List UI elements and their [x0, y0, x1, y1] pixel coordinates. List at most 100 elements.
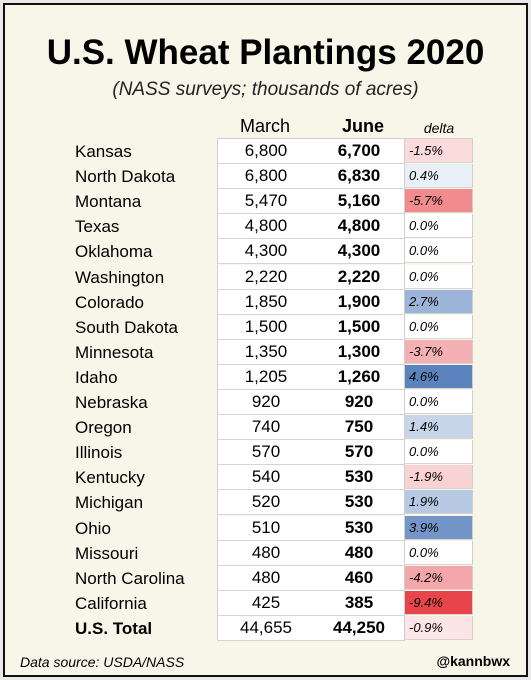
- june-value: 5,160: [314, 189, 405, 215]
- march-value: 920: [217, 390, 315, 415]
- delta-value: -4.2%: [405, 565, 473, 590]
- state-name: Michigan: [75, 493, 144, 513]
- june-value: 1,300: [314, 339, 405, 365]
- march-value: 1,850: [217, 289, 315, 315]
- author-handle: @kannbwx: [436, 653, 510, 669]
- march-value: 4,800: [217, 214, 315, 240]
- march-value: 510: [217, 515, 315, 541]
- june-value: 460: [314, 565, 405, 591]
- june-value: 4,300: [314, 239, 405, 265]
- chart-title: U.S. Wheat Plantings 2020: [46, 33, 485, 72]
- delta-value: 0.0%: [405, 540, 473, 565]
- june-value: 6,700: [314, 139, 405, 164]
- table-top-border: [217, 138, 473, 139]
- june-value: 1,260: [314, 364, 405, 390]
- data-source: Data source: USDA/NASS: [20, 654, 185, 670]
- march-value: 6,800: [217, 164, 315, 190]
- table-row: Texas 4,800 4,800 0.0%: [5, 214, 526, 240]
- delta-value: 2.7%: [405, 289, 473, 314]
- march-value: 520: [217, 490, 315, 516]
- state-name: Kansas: [75, 142, 132, 161]
- march-value: 6,800: [217, 139, 315, 164]
- june-value: 750: [314, 415, 405, 441]
- june-value: 6,830: [314, 164, 405, 190]
- state-name: Idaho: [75, 367, 118, 387]
- delta-value: -3.7%: [405, 339, 473, 364]
- delta-value: 3.9%: [405, 515, 473, 540]
- march-value: 570: [217, 440, 315, 466]
- march-value: 425: [217, 590, 315, 616]
- delta-value: -5.7%: [405, 189, 473, 214]
- june-value: 570: [314, 440, 405, 466]
- state-name: Washington: [75, 267, 165, 287]
- table-row: Ohio 510 530 3.9%: [5, 515, 526, 541]
- delta-value: -0.9%: [405, 615, 473, 640]
- table-row: North Dakota 6,800 6,830 0.4%: [5, 164, 526, 190]
- total-row: U.S. Total 44,655 44,250 -0.9%: [5, 615, 526, 641]
- delta-value: 0.0%: [405, 390, 473, 414]
- column-header-june: June: [341, 116, 384, 136]
- june-value: 385: [314, 590, 405, 616]
- state-name: Missouri: [75, 543, 139, 563]
- delta-value: 1.9%: [405, 490, 473, 515]
- table-row: North Carolina 480 460 -4.2%: [5, 565, 526, 591]
- delta-value: 0.0%: [405, 239, 473, 264]
- march-value: 1,350: [217, 339, 315, 365]
- state-name: Oregon: [75, 418, 132, 438]
- table-row: California 425 385 -9.4%: [5, 590, 526, 616]
- state-name: South Dakota: [75, 317, 179, 337]
- march-value: 44,655: [217, 615, 315, 641]
- state-name: Nebraska: [75, 393, 148, 412]
- table-row: Oregon 740 750 1.4%: [5, 415, 526, 441]
- table-row: Kansas 6,800 6,700 -1.5%: [5, 139, 526, 164]
- march-value: 740: [217, 415, 315, 441]
- march-value: 1,500: [217, 314, 315, 340]
- state-name: Illinois: [75, 443, 123, 463]
- state-name: North Dakota: [75, 167, 176, 187]
- state-name: Kentucky: [75, 468, 145, 488]
- delta-value: 1.4%: [405, 415, 473, 440]
- june-value: 4,800: [314, 214, 405, 240]
- june-value: 530: [314, 465, 405, 491]
- delta-value: -1.5%: [405, 139, 473, 163]
- march-value: 2,220: [217, 264, 315, 290]
- table-row: Minnesota 1,350 1,300 -3.7%: [5, 339, 526, 365]
- table-row: Kentucky 540 530 -1.9%: [5, 465, 526, 491]
- table-row: Illinois 570 570 0.0%: [5, 440, 526, 466]
- table-row: Idaho 1,205 1,260 4.6%: [5, 364, 526, 390]
- table-row: South Dakota 1,500 1,500 0.0%: [5, 314, 526, 340]
- june-value: 44,250: [314, 615, 405, 641]
- june-value: 920: [314, 390, 405, 415]
- state-name: Ohio: [75, 518, 111, 538]
- march-value: 480: [217, 565, 315, 591]
- delta-value: -9.4%: [405, 590, 473, 615]
- state-name: North Carolina: [75, 568, 185, 588]
- delta-value: 4.6%: [405, 364, 473, 389]
- chart-frame: U.S. Wheat Plantings 2020 (NASS surveys;…: [3, 3, 528, 677]
- june-value: 530: [314, 515, 405, 541]
- june-value: 530: [314, 490, 405, 516]
- column-header-delta: delta: [423, 120, 455, 136]
- delta-value: 0.4%: [405, 164, 473, 189]
- table-row: Colorado 1,850 1,900 2.7%: [5, 289, 526, 315]
- delta-value: 0.0%: [405, 264, 473, 289]
- column-header-march: March: [239, 116, 290, 136]
- chart-subtitle: (NASS surveys; thousands of acres): [112, 79, 419, 100]
- state-name: Montana: [75, 192, 142, 212]
- table-row: Michigan 520 530 1.9%: [5, 490, 526, 516]
- state-name: Texas: [75, 217, 120, 237]
- delta-value: -1.9%: [405, 465, 473, 490]
- delta-value: 0.0%: [405, 214, 473, 239]
- june-value: 1,500: [314, 314, 405, 340]
- state-name: Minnesota: [75, 342, 154, 362]
- march-value: 5,470: [217, 189, 315, 215]
- march-value: 1,205: [217, 364, 315, 390]
- march-value: 540: [217, 465, 315, 491]
- state-name: U.S. Total: [75, 618, 153, 638]
- table-row: Montana 5,470 5,160 -5.7%: [5, 189, 526, 215]
- table-row: Washington 2,220 2,220 0.0%: [5, 264, 526, 290]
- march-value: 480: [217, 540, 315, 566]
- june-value: 1,900: [314, 289, 405, 315]
- state-name: Oklahoma: [75, 242, 153, 262]
- state-name: Colorado: [75, 292, 144, 312]
